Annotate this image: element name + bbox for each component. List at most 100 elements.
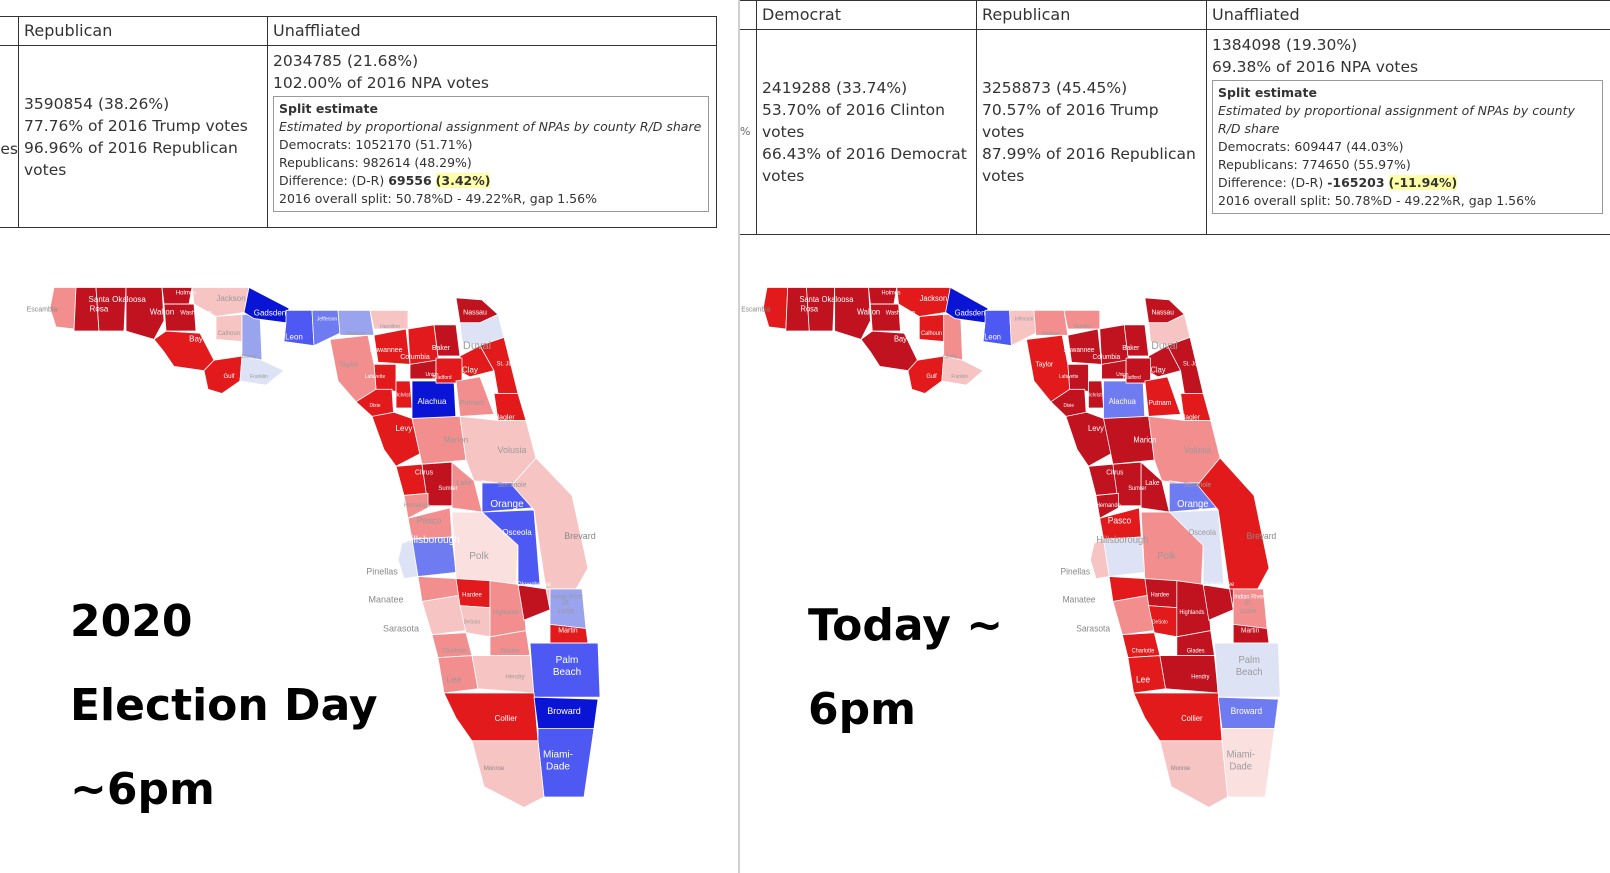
left-caption-time: ~6pm: [70, 764, 215, 815]
right-split-difference: Difference: (D-R) -165203 (-11.94%): [1218, 174, 1597, 192]
county-label-okeechobee: Okeechobee: [1202, 582, 1235, 588]
county-walton[interactable]: [125, 286, 165, 340]
county-label-walton: Walton: [857, 307, 880, 316]
county-dixie[interactable]: [1050, 388, 1088, 422]
county-brevard[interactable]: [1197, 457, 1270, 590]
county-label-brevard: Brevard: [564, 531, 595, 541]
left-unaffiliated-count: 2034785 (21.68%): [273, 52, 419, 70]
county-palm-beach[interactable]: [1214, 642, 1281, 698]
county-label-osceola: Osceola: [1188, 528, 1216, 537]
county-label-hernando: Hernando: [1096, 503, 1121, 509]
county-washington[interactable]: [869, 303, 901, 332]
right-democrat-count: 2419288 (33.74%): [762, 79, 908, 97]
county-dixie[interactable]: [355, 388, 395, 422]
county-hernando[interactable]: [1095, 492, 1119, 519]
county-label-manatee: Manatee: [1063, 594, 1096, 604]
county-jackson[interactable]: [191, 286, 250, 317]
county-leon[interactable]: [982, 309, 1012, 347]
left-diff-pct: (3.42%): [435, 173, 491, 188]
county-brevard[interactable]: [511, 457, 589, 590]
county-label-citrus: Citrus: [415, 468, 434, 476]
county-okaloosa[interactable]: [95, 286, 127, 332]
county-label-jefferson: Jefferson: [317, 317, 338, 323]
county-pinellas[interactable]: [397, 538, 419, 580]
county-label-miami-dade: Miami-Dade: [1227, 749, 1255, 773]
county-putnam[interactable]: [455, 376, 495, 417]
right-democrat-clinton: 53.70% of 2016 Clinton votes: [762, 101, 945, 141]
county-label-holmes: Holmes: [176, 290, 196, 297]
county-escambia[interactable]: [49, 286, 77, 330]
county-label-hardee: Hardee: [462, 591, 482, 598]
county-label-union: Union: [425, 372, 438, 378]
county-leon[interactable]: [283, 309, 315, 347]
county-label-lake: Lake: [456, 479, 471, 487]
county-label-palm-beach: Palm Beach: [1236, 654, 1263, 678]
county-label-volusia: Volusia: [1184, 444, 1211, 454]
county-escambia[interactable]: [762, 286, 789, 330]
county-monroe[interactable]: [1159, 740, 1229, 808]
left-split-title: Split estimate: [279, 101, 378, 116]
county-jackson[interactable]: [896, 286, 951, 317]
county-palm-beach[interactable]: [529, 642, 601, 698]
county-liberty[interactable]: [943, 314, 963, 361]
county-monroe[interactable]: [471, 740, 545, 808]
county-gadsden[interactable]: [243, 286, 290, 324]
county-calhoun[interactable]: [215, 313, 243, 342]
county-label-duval: Duval: [1151, 339, 1177, 352]
county-label-sumter: Sumter: [438, 485, 457, 492]
county-label-martin: Martin: [1241, 627, 1259, 634]
county-calhoun[interactable]: [918, 313, 945, 342]
county-miami-dade[interactable]: [1221, 727, 1276, 798]
county-osceola[interactable]: [480, 509, 541, 586]
left-split-estimate: Split estimate Estimated by proportional…: [273, 96, 709, 212]
county-label-martin: Martin: [558, 627, 577, 635]
county-osceola[interactable]: [1168, 509, 1225, 586]
county-hernando[interactable]: [403, 492, 429, 519]
county-collier[interactable]: [1132, 692, 1223, 742]
county-label-pinellas: Pinellas: [366, 566, 398, 576]
county-label-lake: Lake: [1145, 480, 1159, 487]
county-label-orange: Orange: [490, 499, 524, 510]
left-header-unaffiliated: Unaffliated: [267, 16, 717, 46]
county-label-st-lucie: St. Lucie: [558, 598, 575, 615]
county-washington[interactable]: [163, 303, 197, 332]
left-results-table: Republican Unaffliated es 3590854 (38.26…: [0, 16, 717, 228]
county-label-glades: Glades: [1187, 648, 1205, 654]
county-bay[interactable]: [153, 330, 215, 372]
county-okaloosa[interactable]: [806, 286, 836, 332]
left-cut-header: [0, 16, 19, 46]
county-pinellas[interactable]: [1089, 538, 1110, 580]
county-walton[interactable]: [834, 286, 871, 340]
county-label-monroe: Monroe: [484, 765, 505, 772]
county-franklin[interactable]: [941, 355, 984, 386]
county-label-santa-rosa: Santa Rosa: [89, 295, 110, 314]
county-franklin[interactable]: [239, 355, 285, 386]
county-label-lee: Lee: [1136, 674, 1150, 684]
left-header-republican: Republican: [18, 16, 268, 46]
county-putnam[interactable]: [1144, 376, 1182, 417]
county-label-pasco: Pasco: [1108, 515, 1132, 525]
right-header-democrat: Democrat: [756, 0, 977, 30]
county-label-sumter: Sumter: [1128, 486, 1146, 492]
county-bay[interactable]: [860, 330, 918, 372]
county-hendry[interactable]: [1159, 655, 1219, 694]
county-label-brevard: Brevard: [1247, 531, 1277, 541]
county-collier[interactable]: [443, 692, 539, 742]
county-label-bay: Bay: [189, 334, 204, 343]
county-okeechobee[interactable]: [517, 584, 551, 621]
county-miami-dade[interactable]: [537, 727, 595, 798]
county-label-marion: Marion: [444, 435, 468, 444]
county-label-indian-river: Indian River: [551, 593, 583, 600]
left-republican-cell: 3590854 (38.26%) 77.76% of 2016 Trump vo…: [18, 45, 268, 228]
right-republican-cell: 3258873 (45.45%) 70.57% of 2016 Trump vo…: [976, 29, 1207, 235]
county-label-marion: Marion: [1133, 435, 1156, 444]
right-caption-line2: 6pm: [808, 684, 916, 735]
right-cut-header: [740, 0, 757, 30]
county-gadsden[interactable]: [945, 286, 989, 324]
county-okeechobee[interactable]: [1202, 584, 1234, 621]
county-hendry[interactable]: [471, 655, 535, 694]
right-diff-label: Difference: (D-R): [1218, 175, 1328, 190]
county-label-osceola: Osceola: [502, 528, 532, 537]
